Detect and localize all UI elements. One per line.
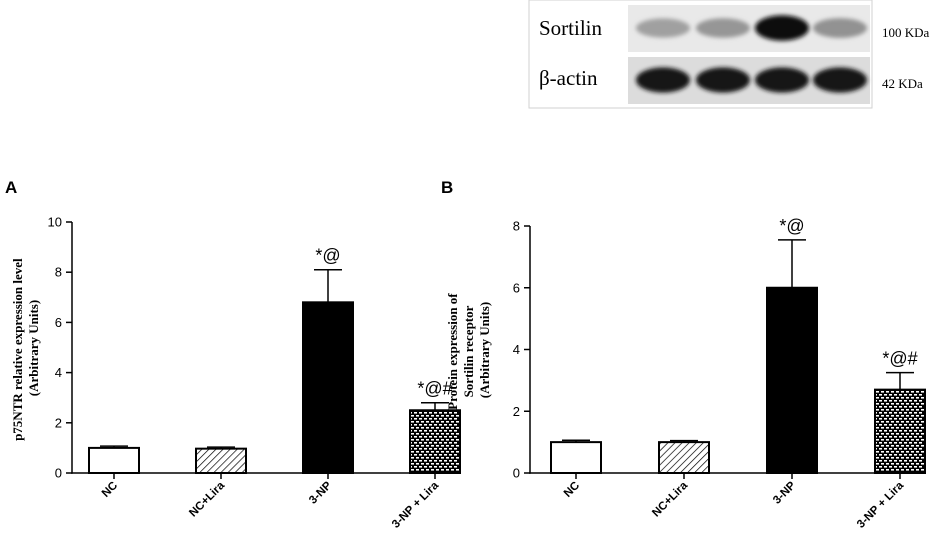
category-label: 3-NP	[307, 479, 334, 506]
blot-band-actin-3	[755, 67, 809, 93]
blot-band-sortilin-2	[696, 18, 750, 38]
blot-band-actin-2	[696, 67, 750, 93]
bar	[88, 446, 140, 474]
bar	[550, 441, 602, 474]
blot-size-actin: 42 KDa	[882, 76, 923, 91]
blot-band-actin-4	[813, 67, 867, 93]
panel-a: A p75NTR relative expression level (Arbi…	[5, 178, 461, 531]
significance-label: *@	[779, 216, 804, 236]
category-label: NC+Lira	[187, 479, 227, 519]
y-tick-label: 2	[513, 404, 520, 419]
significance-label: *@#	[882, 349, 917, 369]
y-tick-label: 6	[513, 280, 520, 295]
blot-band-sortilin-1	[636, 18, 690, 38]
blot-label-sortilin: Sortilin	[539, 16, 603, 40]
y-axis-label-a: p75NTR relative expression level (Arbitr…	[10, 255, 41, 441]
blot-label-actin: β-actin	[539, 66, 598, 90]
blot-size-sortilin: 100 KDa	[882, 25, 930, 40]
bar	[195, 447, 247, 475]
panel-b: B Protein expression of Sortilin recepto…	[441, 178, 926, 531]
bar	[874, 388, 926, 475]
category-label: NC	[562, 480, 582, 500]
y-tick-label: 8	[513, 219, 520, 234]
y-axis-label-b: Protein expression of Sortilin receptor …	[445, 290, 492, 410]
category-label: 3-NP + Lira	[855, 479, 906, 530]
category-label: 3-NP + Lira	[390, 479, 441, 530]
y-tick-label: 10	[48, 215, 62, 230]
y-tick-label: 2	[55, 415, 62, 430]
significance-label: *@	[315, 246, 340, 266]
panel-letter-b: B	[441, 178, 453, 197]
blot-band-actin-1	[636, 67, 690, 93]
y-tick-label: 0	[55, 466, 62, 481]
y-tick-label: 4	[55, 365, 62, 380]
panel-letter-a: A	[5, 178, 17, 197]
bar	[766, 286, 818, 474]
bar	[658, 441, 710, 474]
y-tick-label: 8	[55, 265, 62, 280]
category-label: 3-NP	[771, 479, 798, 506]
blot-band-sortilin-3	[755, 15, 809, 41]
bar	[409, 409, 461, 474]
bar	[302, 301, 354, 474]
blot-band-sortilin-4	[813, 18, 867, 38]
y-tick-label: 0	[513, 466, 520, 481]
significance-label: *@#	[417, 379, 452, 399]
y-tick-label: 4	[513, 342, 520, 357]
y-tick-label: 6	[55, 315, 62, 330]
category-label: NC+Lira	[650, 479, 690, 519]
western-blot-inset: Sortilin β-actin 100 KDa 42 KDa	[528, 0, 930, 109]
category-label: NC	[100, 480, 120, 500]
